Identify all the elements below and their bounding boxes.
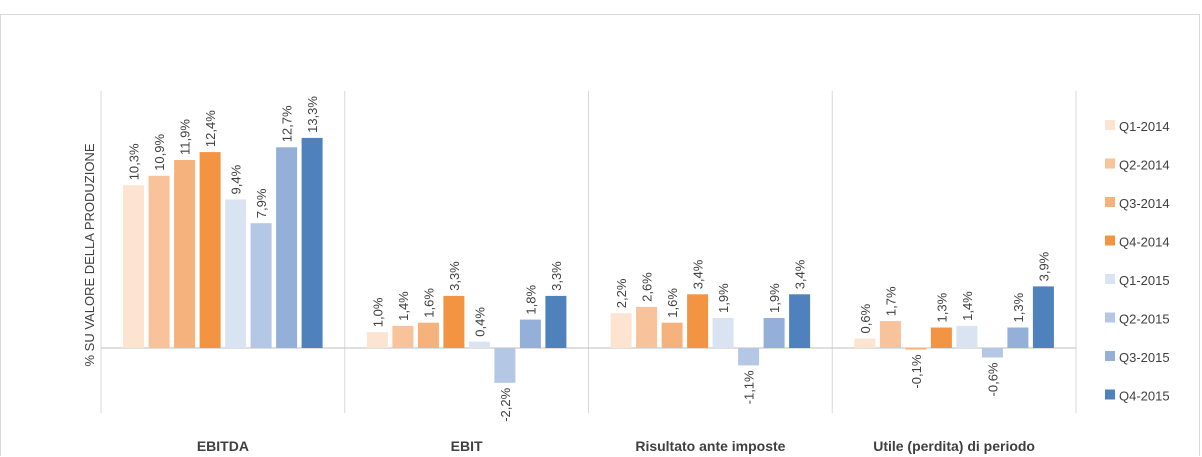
legend-swatch xyxy=(1105,351,1115,361)
data-label: -0,6% xyxy=(985,362,1000,396)
data-label: 13,3% xyxy=(305,96,320,133)
bar xyxy=(417,322,439,348)
legend-label: Q1-2015 xyxy=(1119,273,1170,288)
legend-label: Q2-2015 xyxy=(1119,312,1170,327)
chart-frame: 10,3% 10,9% 11,9% 12,4% 9,4% 7,9% 12,7% 13,3% 1,… xyxy=(0,14,1200,456)
legend-label: Q4-2014 xyxy=(1119,235,1170,250)
data-label: 1,9% xyxy=(716,283,731,313)
legend-label: Q2-2014 xyxy=(1119,158,1170,173)
bar xyxy=(661,322,683,348)
data-label: 2,6% xyxy=(640,272,655,302)
bar xyxy=(789,294,811,348)
bar xyxy=(879,321,901,348)
data-label: 2,2% xyxy=(614,278,629,308)
legend-swatch xyxy=(1105,389,1115,400)
data-label: 0,6% xyxy=(858,303,873,333)
data-label: 1,4% xyxy=(960,291,975,321)
category-label: EBITDA xyxy=(197,438,249,454)
data-label: 3,9% xyxy=(1036,251,1051,281)
bar xyxy=(443,295,465,348)
bar xyxy=(468,341,490,348)
bar xyxy=(148,175,170,348)
bar xyxy=(519,319,541,348)
data-label: 3,4% xyxy=(793,259,808,289)
data-label: 10,9% xyxy=(152,133,167,170)
bar xyxy=(1032,286,1054,348)
bar xyxy=(738,348,760,366)
category-label: Utile (perdita) di periodo xyxy=(873,438,1035,454)
category-label: Risultato ante imposte xyxy=(635,438,785,454)
data-label: 1,9% xyxy=(767,283,782,313)
legend-swatch xyxy=(1105,197,1115,207)
data-label: 11,9% xyxy=(178,119,193,155)
legend-swatch xyxy=(1105,274,1115,284)
data-label: 10,3% xyxy=(127,143,142,180)
legend-label: Q3-2015 xyxy=(1119,350,1170,365)
data-label: 1,7% xyxy=(883,286,898,316)
legend-swatch xyxy=(1105,312,1115,323)
legend-swatch xyxy=(1105,235,1115,246)
category-labels-group: EBITDA EBIT Risultato ante imposte Utile (p… xyxy=(197,438,1035,454)
data-label: 3,3% xyxy=(447,261,462,291)
data-label: 7,9% xyxy=(254,188,269,218)
bar xyxy=(392,325,414,348)
bar xyxy=(1007,327,1029,348)
bar xyxy=(854,338,876,348)
data-label: 3,3% xyxy=(549,261,564,291)
bar xyxy=(250,223,272,348)
bar xyxy=(763,318,785,348)
legend-swatch xyxy=(1105,120,1115,130)
data-label: -0,1% xyxy=(909,354,924,388)
data-label: 1,0% xyxy=(370,297,385,327)
data-label: 1,3% xyxy=(1011,292,1026,322)
bar xyxy=(545,295,567,348)
data-label: 0,4% xyxy=(472,307,487,337)
bar xyxy=(905,348,927,350)
bar xyxy=(981,348,1003,358)
bar xyxy=(123,185,145,348)
data-label: -2,2% xyxy=(498,387,513,421)
bar xyxy=(199,152,221,348)
data-label: 9,4% xyxy=(229,164,244,194)
category-label: EBIT xyxy=(451,438,483,454)
data-label: 1,8% xyxy=(523,285,538,315)
data-label: 1,3% xyxy=(934,292,949,322)
data-label: 1,6% xyxy=(421,288,436,318)
bar xyxy=(225,199,247,348)
bar-chart: 10,3% 10,9% 11,9% 12,4% 9,4% 7,9% 12,7% 13,3% 1,… xyxy=(82,91,1170,454)
category-separators xyxy=(100,91,1077,413)
bar xyxy=(494,348,516,383)
y-axis-title: % SU VALORE DELLA PRODUZIONE xyxy=(82,143,97,366)
legend-label: Q3-2014 xyxy=(1119,196,1170,211)
data-label: 12,7% xyxy=(280,105,295,142)
data-label: -1,1% xyxy=(742,370,757,404)
data-label: 1,4% xyxy=(396,291,411,321)
bar xyxy=(712,318,734,348)
bar xyxy=(956,325,978,348)
bar xyxy=(610,313,632,348)
bar xyxy=(301,137,323,348)
legend: Q1-2014 Q2-2014 Q3-2014 Q4-2014 Q1-2015 Q2-20… xyxy=(1105,119,1170,404)
legend-swatch xyxy=(1105,158,1115,169)
data-label: 3,4% xyxy=(691,259,706,289)
data-label: 12,4% xyxy=(203,110,218,147)
data-labels-group: 10,3% 10,9% 11,9% 12,4% 9,4% 7,9% 12,7% 13,3% 1,… xyxy=(127,96,1052,422)
bar xyxy=(366,332,388,348)
bar xyxy=(636,306,658,348)
bars-group xyxy=(123,137,1054,383)
bar xyxy=(687,294,709,348)
bar xyxy=(276,147,298,348)
data-label: 1,6% xyxy=(665,288,680,318)
bar xyxy=(930,327,952,348)
legend-label: Q1-2014 xyxy=(1119,119,1170,134)
legend-label: Q4-2015 xyxy=(1119,389,1170,404)
bar xyxy=(174,160,196,348)
